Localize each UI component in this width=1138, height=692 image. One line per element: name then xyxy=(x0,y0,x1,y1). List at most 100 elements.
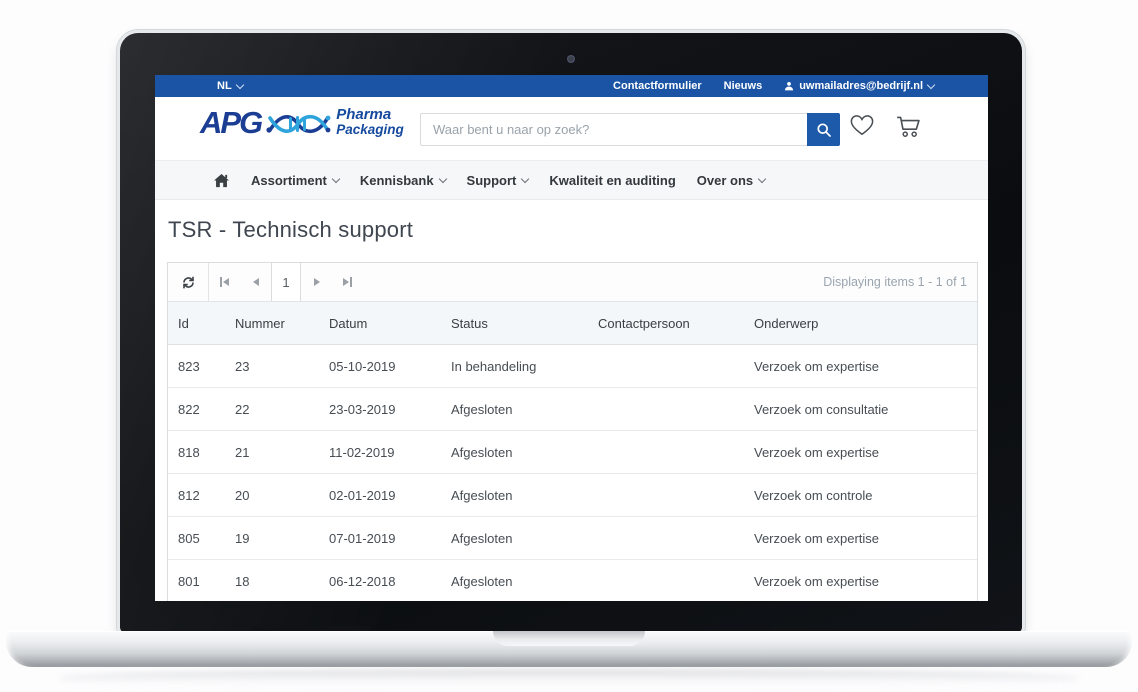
cell-onderwerp: Verzoek om expertise xyxy=(754,530,880,546)
site-header: APG Pharma Packaging xyxy=(155,97,988,160)
main-nav: Assortiment Kennisbank Support Kwaliteit… xyxy=(155,160,988,200)
nav-item-kennisbank[interactable]: Kennisbank xyxy=(359,172,447,188)
previous-page-button[interactable] xyxy=(240,263,271,301)
arrow-left-icon xyxy=(252,278,259,286)
cell-id: 823 xyxy=(178,358,200,374)
cell-id: 805 xyxy=(178,530,200,546)
search-icon xyxy=(816,122,831,137)
webcam xyxy=(567,55,575,63)
cart-button[interactable] xyxy=(895,113,923,144)
cell-nummer: 22 xyxy=(235,401,250,417)
chevron-down-icon xyxy=(757,174,767,183)
column-header-datum[interactable]: Datum xyxy=(329,315,368,331)
logo-tagline: Pharma Packaging xyxy=(336,107,404,136)
cell-datum: 23-03-2019 xyxy=(329,401,396,417)
cell-nummer: 19 xyxy=(235,530,250,546)
cell-onderwerp: Verzoek om controle xyxy=(754,487,873,503)
browser-viewport: NL Contactformulier Nieuws uwmailadres@b… xyxy=(155,75,988,601)
column-header-id[interactable]: Id xyxy=(178,315,189,331)
logo-tagline-line2: Packaging xyxy=(336,121,404,137)
cell-onderwerp: Verzoek om expertise xyxy=(754,444,880,460)
column-header-status[interactable]: Status xyxy=(451,315,488,331)
favorites-button[interactable] xyxy=(849,113,875,142)
cell-status: Afgesloten xyxy=(451,573,513,589)
nav-home[interactable] xyxy=(213,173,230,188)
last-page-button[interactable] xyxy=(332,263,363,301)
search-button[interactable] xyxy=(807,113,840,146)
search-input[interactable] xyxy=(420,113,807,146)
cell-id: 822 xyxy=(178,401,200,417)
grid-pager: 1 Displaying items 1 - 1 of 1 xyxy=(168,263,977,302)
table-row[interactable]: 822 22 23-03-2019 Afgesloten Verzoek om … xyxy=(168,388,977,431)
search-bar xyxy=(420,113,840,146)
table-row[interactable]: 818 21 11-02-2019 Afgesloten Verzoek om … xyxy=(168,431,977,474)
cell-datum: 02-01-2019 xyxy=(329,487,396,503)
support-tickets-grid: 1 Displaying items 1 - 1 of 1 Id Nummer xyxy=(167,262,978,601)
refresh-button[interactable] xyxy=(168,263,209,301)
account-menu[interactable]: uwmailadres@bedrijf.nl xyxy=(784,80,936,92)
chevron-down-icon xyxy=(235,80,244,89)
dna-helix-icon xyxy=(266,114,331,134)
cell-nummer: 20 xyxy=(235,487,250,503)
cell-status: Afgesloten xyxy=(451,530,513,546)
laptop-reflection xyxy=(60,669,1078,689)
refresh-icon xyxy=(182,276,194,288)
table-row[interactable]: 805 19 07-01-2019 Afgesloten Verzoek om … xyxy=(168,517,977,560)
cell-onderwerp: Verzoek om consultatie xyxy=(754,401,889,417)
topbar-link-nieuws[interactable]: Nieuws xyxy=(723,80,763,92)
first-page-button[interactable] xyxy=(209,263,240,301)
seek-first-icon xyxy=(223,278,229,286)
logo[interactable]: APG Pharma Packaging xyxy=(200,105,404,139)
column-header-nummer[interactable]: Nummer xyxy=(235,315,285,331)
logo-tagline-line1: Pharma xyxy=(336,106,392,124)
topbar-link-contactformulier[interactable]: Contactformulier xyxy=(613,80,702,92)
nav-item-over-ons[interactable]: Over ons xyxy=(696,172,767,188)
nav-label: Over ons xyxy=(696,172,754,188)
seek-last-icon xyxy=(343,278,349,286)
cell-onderwerp: Verzoek om expertise xyxy=(754,358,880,374)
cell-datum: 06-12-2018 xyxy=(329,573,396,589)
language-selector[interactable]: NL xyxy=(217,80,244,92)
language-label: NL xyxy=(217,80,232,92)
nav-label: Kennisbank xyxy=(359,172,434,188)
home-icon xyxy=(214,173,229,187)
nav-label: Support xyxy=(466,172,517,188)
laptop-base xyxy=(6,631,1132,667)
cell-id: 801 xyxy=(178,573,200,589)
nav-item-support[interactable]: Support xyxy=(466,172,530,188)
chevron-down-icon xyxy=(331,174,341,183)
column-header-contactpersoon[interactable]: Contactpersoon xyxy=(598,315,690,331)
current-page-button[interactable]: 1 xyxy=(271,263,301,301)
cell-status: Afgesloten xyxy=(451,487,513,503)
table-row[interactable]: 823 23 05-10-2019 In behandeling Verzoek… xyxy=(168,345,977,388)
nav-item-kwaliteit-en-auditing[interactable]: Kwaliteit en auditing xyxy=(549,173,675,188)
page-title: TSR - Technisch support xyxy=(168,217,414,242)
cell-nummer: 23 xyxy=(235,358,250,374)
nav-item-assortiment[interactable]: Assortiment xyxy=(251,172,341,188)
laptop-base-notch xyxy=(493,631,645,646)
chevron-down-icon xyxy=(521,174,530,183)
chevron-down-icon xyxy=(926,80,936,89)
cell-datum: 11-02-2019 xyxy=(329,444,395,460)
pager-status: Displaying items 1 - 1 of 1 xyxy=(823,275,967,289)
chevron-down-icon xyxy=(438,174,447,183)
nav-label: Assortiment xyxy=(251,172,327,188)
cell-onderwerp: Verzoek om expertise xyxy=(754,573,880,589)
cell-id: 812 xyxy=(178,487,200,503)
nav-label: Kwaliteit en auditing xyxy=(549,172,676,188)
table-row[interactable]: 812 20 02-01-2019 Afgesloten Verzoek om … xyxy=(168,474,977,517)
cell-datum: 05-10-2019 xyxy=(329,358,396,374)
heart-icon xyxy=(850,115,874,136)
table-row[interactable]: 801 18 06-12-2018 Afgesloten Verzoek om … xyxy=(168,560,977,601)
arrow-right-icon xyxy=(313,278,320,286)
cell-status: In behandeling xyxy=(451,358,537,374)
cell-status: Afgesloten xyxy=(451,401,513,417)
cell-nummer: 18 xyxy=(235,573,250,589)
next-page-button[interactable] xyxy=(301,263,332,301)
cell-datum: 07-01-2019 xyxy=(329,530,396,546)
grid-header-row: Id Nummer Datum Status Contactpersoon On… xyxy=(168,302,977,345)
page-content: TSR - Technisch support xyxy=(155,217,988,601)
cell-id: 818 xyxy=(178,444,200,460)
column-header-onderwerp[interactable]: Onderwerp xyxy=(754,315,819,331)
